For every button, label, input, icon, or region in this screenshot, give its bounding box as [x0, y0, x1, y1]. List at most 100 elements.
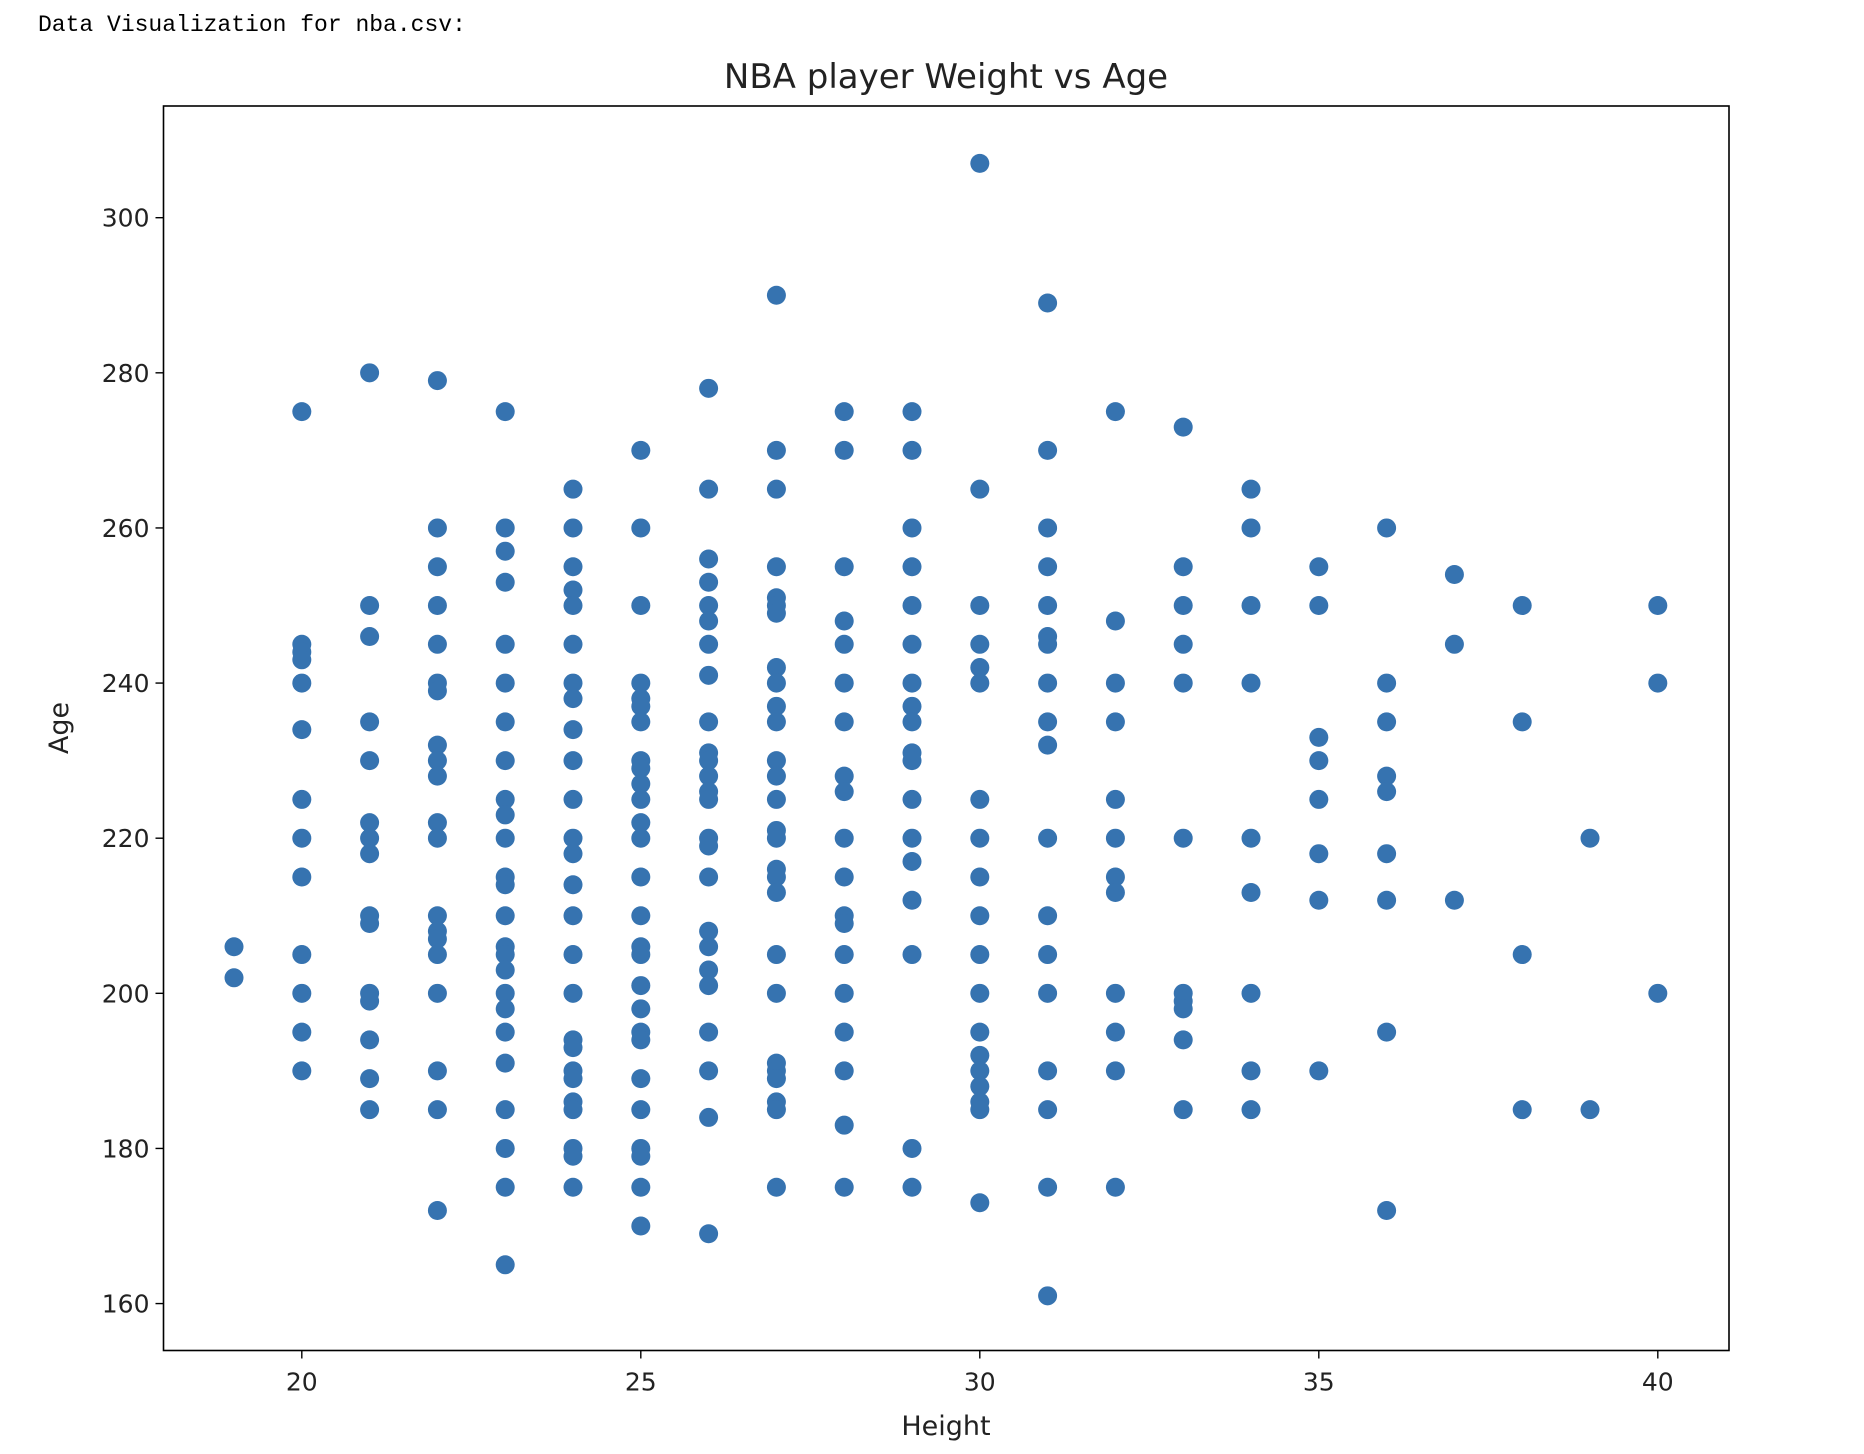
- point: [563, 844, 583, 864]
- point: [699, 572, 719, 592]
- point: [834, 867, 854, 887]
- point: [1377, 890, 1397, 910]
- point: [563, 720, 583, 740]
- point: [1038, 1177, 1058, 1197]
- point: [495, 983, 515, 1003]
- point: [360, 813, 380, 833]
- point: [1309, 890, 1329, 910]
- point: [766, 828, 786, 848]
- point: [1105, 983, 1125, 1003]
- point: [1105, 789, 1125, 809]
- point: [970, 1061, 990, 1081]
- point: [360, 751, 380, 771]
- point: [1309, 557, 1329, 577]
- point: [699, 937, 719, 957]
- point: [1105, 611, 1125, 631]
- point: [970, 828, 990, 848]
- point: [1309, 751, 1329, 771]
- point: [292, 650, 312, 670]
- point: [495, 906, 515, 926]
- point: [766, 1069, 786, 1089]
- point: [631, 774, 651, 794]
- point: [495, 402, 515, 422]
- point: [1173, 828, 1193, 848]
- point: [699, 751, 719, 771]
- point: [1377, 1200, 1397, 1220]
- point: [699, 921, 719, 941]
- point: [631, 440, 651, 460]
- point: [563, 1069, 583, 1089]
- point: [1173, 596, 1193, 616]
- point: [766, 882, 786, 902]
- point: [631, 1100, 651, 1120]
- point: [834, 402, 854, 422]
- point: [360, 596, 380, 616]
- point: [631, 596, 651, 616]
- point: [631, 945, 651, 965]
- point: [495, 541, 515, 561]
- point: [292, 720, 312, 740]
- point: [902, 596, 922, 616]
- y-tick-label: 280: [102, 359, 150, 388]
- point: [1038, 983, 1058, 1003]
- point: [766, 983, 786, 1003]
- point: [292, 1022, 312, 1042]
- point: [563, 875, 583, 895]
- point: [427, 983, 447, 1003]
- point: [427, 751, 447, 771]
- point: [1512, 596, 1532, 616]
- point: [563, 479, 583, 499]
- point: [427, 634, 447, 654]
- point: [766, 945, 786, 965]
- point: [1309, 727, 1329, 747]
- x-tick-label: 25: [625, 1368, 657, 1397]
- point: [699, 976, 719, 996]
- point: [1173, 999, 1193, 1019]
- point: [1173, 557, 1193, 577]
- x-tick-label: 20: [286, 1368, 318, 1397]
- point: [631, 1177, 651, 1197]
- y-tick-label: 220: [102, 824, 150, 853]
- point: [902, 751, 922, 771]
- point: [563, 828, 583, 848]
- point: [699, 596, 719, 616]
- point: [1038, 735, 1058, 755]
- point: [360, 1069, 380, 1089]
- point: [834, 440, 854, 460]
- x-axis-label: Height: [901, 1411, 990, 1442]
- point: [834, 914, 854, 934]
- point: [766, 751, 786, 771]
- point: [834, 1115, 854, 1135]
- point: [495, 828, 515, 848]
- point: [766, 1100, 786, 1120]
- point: [1241, 1100, 1261, 1120]
- point: [495, 875, 515, 895]
- point: [1241, 882, 1261, 902]
- point: [1105, 882, 1125, 902]
- point: [495, 999, 515, 1019]
- point: [834, 945, 854, 965]
- point: [427, 1061, 447, 1081]
- point: [1309, 789, 1329, 809]
- point: [766, 867, 786, 887]
- point: [495, 751, 515, 771]
- point: [631, 1069, 651, 1089]
- chart-title: NBA player Weight vs Age: [724, 57, 1168, 97]
- point: [427, 766, 447, 786]
- point: [427, 1100, 447, 1120]
- plot-frame: [162, 105, 1730, 1352]
- point: [1377, 1022, 1397, 1042]
- point: [360, 828, 380, 848]
- point: [1105, 828, 1125, 848]
- point: [1038, 1286, 1058, 1306]
- point: [563, 906, 583, 926]
- point: [970, 658, 990, 678]
- point: [1105, 673, 1125, 693]
- point: [1038, 518, 1058, 538]
- point: [699, 479, 719, 499]
- point: [1038, 945, 1058, 965]
- point: [631, 758, 651, 778]
- point: [766, 603, 786, 623]
- point: [495, 1022, 515, 1042]
- x-tick-label: 30: [964, 1368, 996, 1397]
